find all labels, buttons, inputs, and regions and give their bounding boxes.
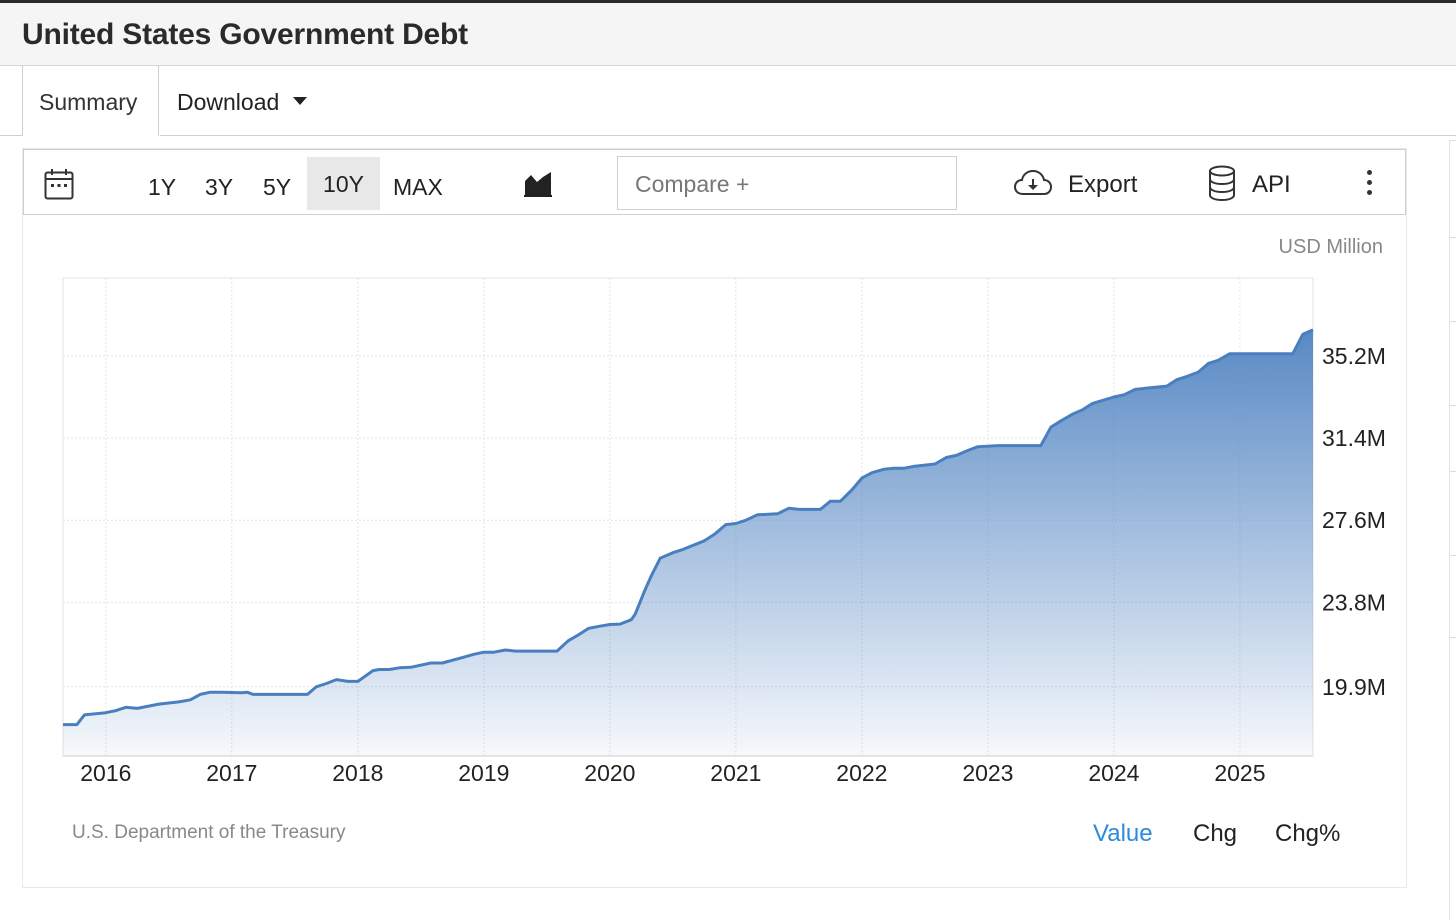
y-tick-label: 27.6M bbox=[1322, 507, 1386, 533]
y-tick-label: 19.9M bbox=[1322, 674, 1386, 700]
top-border bbox=[0, 0, 1456, 3]
x-tick-label: 2019 bbox=[458, 760, 509, 786]
mode-chg[interactable]: Chg bbox=[1193, 820, 1238, 847]
x-tick-label: 2018 bbox=[332, 760, 383, 786]
x-tick-label: 2025 bbox=[1214, 760, 1265, 786]
export-button[interactable]: Export bbox=[1068, 171, 1138, 198]
cloud-download-icon[interactable] bbox=[1013, 168, 1053, 198]
compare-placeholder: Compare + bbox=[635, 171, 750, 197]
title-bar: United States Government Debt bbox=[0, 3, 1456, 66]
chart-toolbar: 1Y 3Y 5Y 10Y MAX Compare + Export API bbox=[23, 149, 1406, 215]
series-area bbox=[63, 329, 1313, 756]
api-button[interactable]: API bbox=[1252, 171, 1291, 198]
x-tick-label: 2022 bbox=[836, 760, 887, 786]
area-chart-icon[interactable] bbox=[523, 169, 553, 197]
x-tick-label: 2017 bbox=[206, 760, 257, 786]
tabs-row: Summary Download bbox=[0, 66, 1456, 136]
source-label: U.S. Department of the Treasury bbox=[72, 822, 346, 843]
caret-down-icon bbox=[293, 96, 308, 105]
unit-label: USD Million bbox=[1278, 236, 1383, 258]
mode-chg-percent[interactable]: Chg% bbox=[1275, 820, 1341, 847]
y-tick-label: 23.8M bbox=[1322, 589, 1386, 615]
x-tick-label: 2021 bbox=[710, 760, 761, 786]
mode-value[interactable]: Value bbox=[1093, 820, 1153, 847]
x-tick-label: 2020 bbox=[584, 760, 635, 786]
tab-download-label: Download bbox=[177, 89, 280, 115]
range-10y[interactable]: 10Y bbox=[307, 157, 380, 210]
database-icon[interactable] bbox=[1208, 165, 1236, 201]
range-5y[interactable]: 5Y bbox=[263, 174, 292, 200]
x-tick-label: 2023 bbox=[962, 760, 1013, 786]
calendar-icon[interactable] bbox=[44, 168, 74, 200]
range-max[interactable]: MAX bbox=[393, 174, 443, 200]
tab-summary[interactable]: Summary bbox=[22, 66, 159, 136]
x-tick-label: 2016 bbox=[80, 760, 131, 786]
range-3y[interactable]: 3Y bbox=[205, 174, 234, 200]
tab-divider bbox=[160, 135, 1456, 136]
side-panel-edge bbox=[1449, 140, 1456, 920]
tab-divider bbox=[0, 135, 22, 136]
more-vertical-icon[interactable] bbox=[1367, 170, 1373, 198]
series-line bbox=[63, 328, 1314, 727]
page-title: United States Government Debt bbox=[22, 18, 468, 51]
range-1y[interactable]: 1Y bbox=[148, 174, 177, 200]
tab-download[interactable]: Download bbox=[177, 89, 308, 116]
tab-summary-label: Summary bbox=[39, 89, 138, 115]
x-tick-label: 2024 bbox=[1088, 760, 1139, 786]
compare-input[interactable]: Compare + bbox=[617, 156, 957, 210]
y-tick-label: 31.4M bbox=[1322, 425, 1386, 451]
y-tick-label: 35.2M bbox=[1322, 343, 1386, 369]
